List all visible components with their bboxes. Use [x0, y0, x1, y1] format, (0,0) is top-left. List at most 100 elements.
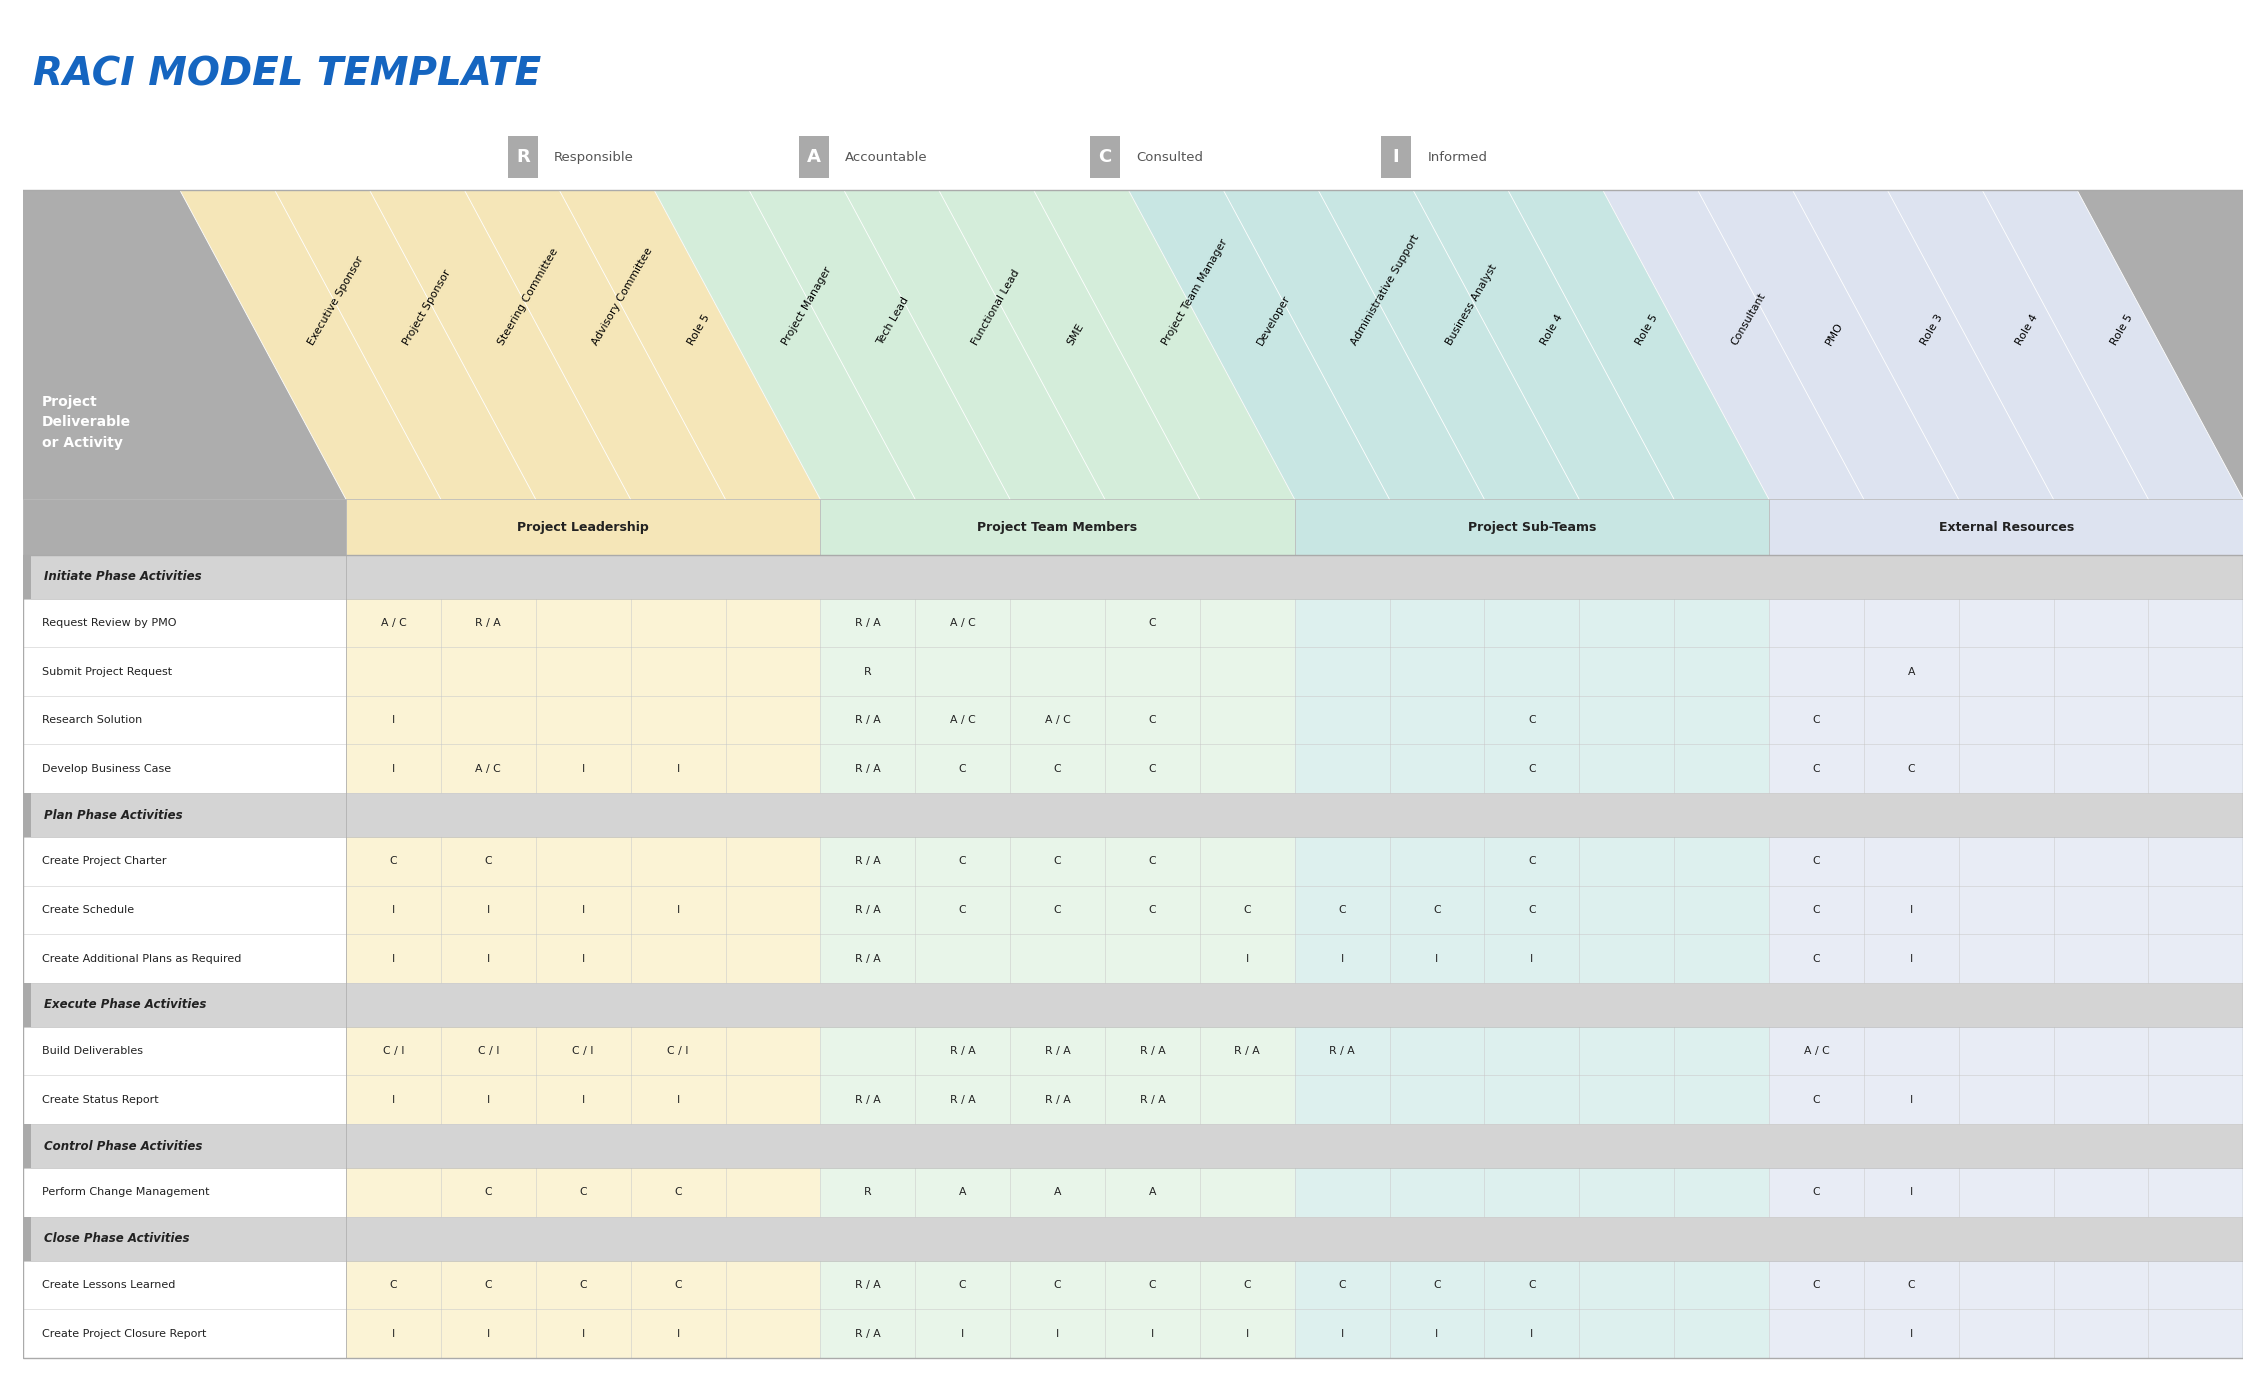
Text: R: R: [863, 666, 872, 676]
Bar: [1958, 1309, 2053, 1358]
Bar: [1675, 1309, 1770, 1358]
Text: Project Manager: Project Manager: [780, 266, 834, 347]
Bar: [1106, 1262, 1199, 1309]
Text: Execute Phase Activities: Execute Phase Activities: [45, 998, 206, 1012]
Text: Create Project Charter: Create Project Charter: [43, 856, 168, 867]
Text: Create Project Closure Report: Create Project Closure Report: [43, 1328, 206, 1338]
Text: A: A: [1908, 666, 1915, 676]
Bar: [1106, 934, 1199, 983]
Bar: [535, 934, 630, 983]
Text: I: I: [392, 715, 394, 725]
Text: C: C: [1432, 905, 1441, 914]
Bar: [23, 647, 347, 696]
Bar: [535, 1076, 630, 1124]
Text: I: I: [961, 1328, 965, 1338]
Bar: [1484, 647, 1579, 696]
Bar: [2148, 934, 2243, 983]
Text: C: C: [1527, 1280, 1536, 1291]
Text: Project Team Manager: Project Team Manager: [1160, 238, 1228, 347]
Text: I: I: [392, 1328, 394, 1338]
Text: C: C: [1149, 715, 1156, 725]
Polygon shape: [1128, 191, 1770, 499]
Bar: [1011, 838, 1106, 885]
Bar: [725, 934, 820, 983]
Text: I: I: [392, 953, 394, 963]
Bar: [442, 696, 535, 744]
Bar: [1199, 647, 1294, 696]
Bar: [725, 1262, 820, 1309]
Text: C: C: [1813, 1188, 1820, 1197]
Bar: [535, 599, 630, 647]
Text: C: C: [959, 905, 968, 914]
Text: R / A: R / A: [1140, 1094, 1165, 1105]
Bar: [442, 838, 535, 885]
Text: C: C: [485, 1188, 492, 1197]
Text: R / A: R / A: [1045, 1094, 1070, 1105]
Bar: [23, 599, 347, 647]
Bar: [630, 599, 725, 647]
Bar: [1106, 599, 1199, 647]
Text: C: C: [1813, 764, 1820, 774]
Bar: [725, 696, 820, 744]
Text: C: C: [1339, 905, 1346, 914]
Bar: [1865, 744, 1958, 793]
Text: I: I: [392, 764, 394, 774]
Bar: [1106, 647, 1199, 696]
Text: Role 3: Role 3: [1919, 314, 1944, 347]
Bar: [1675, 1168, 1770, 1217]
Bar: [820, 1027, 915, 1076]
Bar: [1389, 1027, 1484, 1076]
Text: I: I: [678, 764, 680, 774]
Bar: [1484, 696, 1579, 744]
Text: R / A: R / A: [1330, 1047, 1355, 1057]
Bar: [1294, 885, 1389, 934]
Bar: [725, 838, 820, 885]
Text: Plan Phase Activities: Plan Phase Activities: [45, 809, 184, 821]
Text: C: C: [1813, 1280, 1820, 1291]
Text: R / A: R / A: [949, 1094, 977, 1105]
Bar: [1865, 647, 1958, 696]
Bar: [23, 983, 2243, 1027]
Bar: [1958, 1262, 2053, 1309]
Bar: [347, 934, 442, 983]
Bar: [23, 793, 32, 838]
Bar: [1484, 1309, 1579, 1358]
Text: I: I: [1910, 905, 1913, 914]
Bar: [1484, 1027, 1579, 1076]
Text: R / A: R / A: [476, 618, 501, 629]
Text: Role 5: Role 5: [2110, 314, 2135, 347]
Bar: [23, 1168, 347, 1217]
Bar: [1389, 1168, 1484, 1217]
Bar: [1675, 1076, 1770, 1124]
Polygon shape: [1602, 191, 2243, 499]
Bar: [800, 137, 829, 178]
Bar: [1011, 696, 1106, 744]
Bar: [1011, 1262, 1106, 1309]
Text: Administrative Support: Administrative Support: [1351, 233, 1421, 347]
Bar: [347, 1262, 442, 1309]
Bar: [1106, 885, 1199, 934]
Text: I: I: [1910, 1094, 1913, 1105]
Bar: [915, 599, 1011, 647]
Bar: [1579, 744, 1675, 793]
Bar: [915, 1309, 1011, 1358]
Bar: [1958, 647, 2053, 696]
Bar: [23, 983, 32, 1027]
Bar: [23, 744, 347, 793]
Bar: [725, 1309, 820, 1358]
Bar: [1294, 1027, 1389, 1076]
Bar: [820, 934, 915, 983]
Bar: [1389, 1076, 1484, 1124]
Bar: [1011, 1076, 1106, 1124]
Bar: [630, 838, 725, 885]
Text: R / A: R / A: [1140, 1047, 1165, 1057]
Text: Submit Project Request: Submit Project Request: [43, 666, 172, 676]
Text: I: I: [487, 1094, 489, 1105]
Text: I: I: [678, 1328, 680, 1338]
Text: I: I: [582, 764, 585, 774]
Bar: [442, 647, 535, 696]
Bar: [23, 1309, 347, 1358]
Bar: [1958, 744, 2053, 793]
Bar: [347, 744, 442, 793]
Text: Develop Business Case: Develop Business Case: [43, 764, 172, 774]
